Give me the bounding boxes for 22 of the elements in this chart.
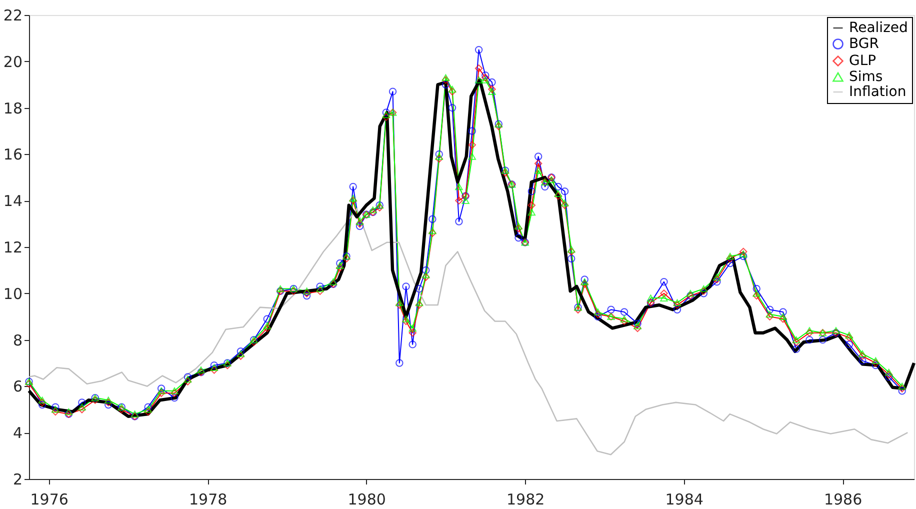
legend-label: Sims bbox=[849, 69, 883, 85]
legend-label: Inflation bbox=[849, 84, 906, 100]
x-tick-label: 1984 bbox=[665, 490, 704, 508]
y-tick-label: 10 bbox=[3, 284, 22, 303]
y-tick-label: 4 bbox=[12, 424, 22, 442]
y-tick-label: 22 bbox=[3, 6, 22, 24]
y-tick-label: 12 bbox=[3, 238, 22, 256]
y-tick-label: 16 bbox=[3, 146, 22, 164]
x-tick-label: 1976 bbox=[30, 490, 68, 508]
x-tick-label: 1982 bbox=[506, 490, 545, 508]
x-tick-label: 1978 bbox=[188, 490, 228, 508]
legend-label: Realized bbox=[849, 20, 908, 36]
legend-label: BGR bbox=[849, 36, 880, 52]
x-tick-label: 1986 bbox=[824, 490, 862, 508]
y-tick-label: 8 bbox=[12, 331, 22, 350]
y-tick-label: 2 bbox=[12, 470, 22, 488]
legend-label: GLP bbox=[849, 53, 876, 69]
y-tick-label: 20 bbox=[3, 52, 22, 71]
y-tick-label: 18 bbox=[3, 99, 22, 118]
y-tick-label: 6 bbox=[12, 378, 22, 396]
y-tick-label: 14 bbox=[3, 192, 22, 210]
x-tick-label: 1980 bbox=[348, 490, 386, 508]
